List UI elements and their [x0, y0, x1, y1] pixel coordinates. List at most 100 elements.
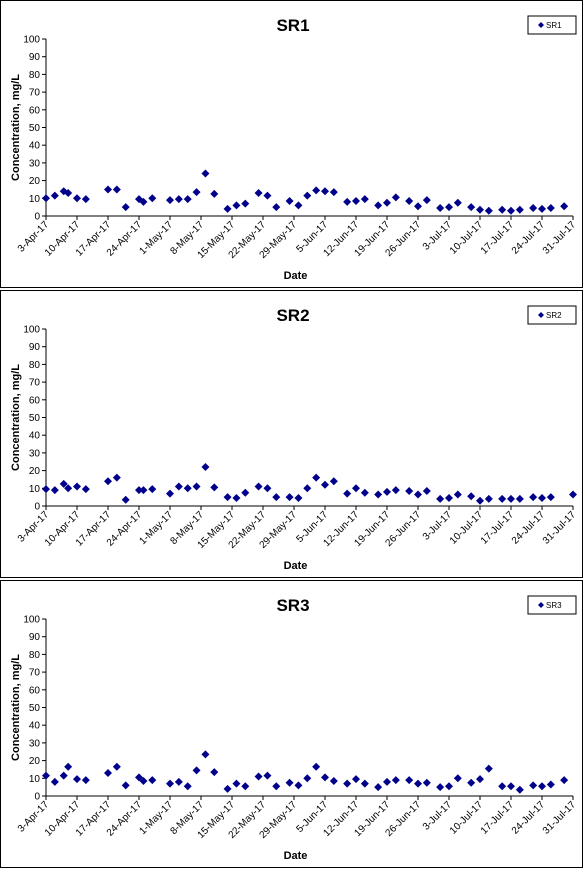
data-point: [232, 494, 241, 503]
data-point: [223, 204, 232, 213]
legend: SR3: [527, 595, 577, 615]
data-point: [515, 494, 524, 503]
data-point: [538, 782, 546, 791]
data-point: [453, 490, 462, 499]
data-point: [515, 205, 524, 214]
data-point: [467, 203, 476, 212]
data-point: [135, 486, 143, 495]
data-point: [529, 781, 538, 790]
data-point: [360, 779, 369, 788]
data-point: [484, 206, 493, 215]
data-point: [294, 781, 303, 790]
data-point: [391, 486, 400, 495]
data-point: [254, 188, 263, 197]
data-point: [312, 186, 321, 195]
data-point: [303, 191, 312, 200]
y-tick-label: 80: [29, 360, 41, 371]
data-point: [192, 188, 201, 197]
data-point: [81, 776, 90, 785]
y-tick-label: 70: [29, 88, 41, 99]
chart-panel-sr3: SR3 0 10 20 30 40 50 60 70 80 90 100 3-Apr-17 10-Apr-…: [0, 580, 583, 868]
legend-marker: [538, 22, 544, 28]
data-point: [104, 477, 112, 486]
data-point: [263, 771, 272, 780]
data-point: [285, 493, 294, 502]
data-point: [42, 771, 50, 780]
legend-label: SR3: [546, 601, 562, 610]
data-point: [405, 486, 414, 495]
y-tick-label: 20: [29, 756, 41, 767]
data-point: [73, 194, 81, 203]
y-tick-label: 100: [23, 35, 40, 46]
chart-title: SR1: [276, 16, 309, 35]
data-point: [192, 766, 201, 775]
data-point: [476, 205, 484, 214]
data-point: [285, 196, 294, 205]
data-point: [498, 205, 507, 214]
y-tick-label: 20: [29, 466, 41, 477]
data-point: [484, 494, 493, 503]
data-point: [183, 195, 192, 204]
data-point: [484, 764, 493, 773]
x-axis-title: Date: [284, 270, 308, 282]
y-tick-label: 70: [29, 668, 41, 679]
data-point: [422, 778, 431, 787]
data-point: [436, 494, 445, 503]
data-point: [321, 773, 329, 782]
data-point: [263, 484, 272, 493]
data-point: [445, 782, 453, 791]
x-tick-label: 31-Jul-17: [541, 509, 579, 547]
data-point: [414, 202, 422, 211]
y-axis-title: Concentration, mg/L: [10, 654, 22, 761]
data-point: [476, 496, 484, 505]
x-axis-title: Date: [284, 850, 308, 862]
y-tick-label: 80: [29, 70, 41, 81]
y-tick-label: 40: [29, 721, 41, 732]
data-point: [414, 490, 422, 499]
data-point: [303, 484, 312, 493]
y-tick-label: 80: [29, 650, 41, 661]
data-point: [64, 484, 73, 493]
data-point: [121, 781, 130, 790]
data-point: [272, 493, 281, 502]
data-point: [50, 486, 59, 495]
y-axis-title: Concentration, mg/L: [10, 364, 22, 471]
y-tick-label: 90: [29, 52, 41, 63]
data-point: [453, 198, 462, 207]
data-point: [139, 486, 148, 495]
data-point: [507, 782, 515, 791]
data-point: [201, 169, 210, 178]
data-point: [546, 493, 555, 502]
data-point: [383, 198, 391, 207]
data-point: [201, 463, 210, 472]
legend: SR2: [527, 305, 577, 325]
data-point: [343, 197, 352, 206]
data-point: [174, 195, 183, 204]
data-point: [148, 485, 157, 494]
data-point: [294, 494, 303, 503]
data-point: [538, 494, 546, 503]
data-point: [405, 196, 414, 205]
y-tick-label: 40: [29, 431, 41, 442]
data-point: [112, 762, 121, 771]
data-point: [352, 196, 360, 205]
data-point: [560, 202, 569, 211]
y-tick-label: 50: [29, 413, 41, 424]
data-point: [42, 485, 50, 494]
y-tick-label: 60: [29, 395, 41, 406]
data-point: [210, 768, 219, 777]
data-point: [352, 484, 360, 493]
data-point: [112, 473, 121, 482]
data-point: [59, 479, 68, 488]
data-point: [294, 201, 303, 210]
y-tick-label: 30: [29, 158, 41, 169]
y-tick-label: 40: [29, 141, 41, 152]
chart-title: SR2: [276, 306, 309, 325]
y-tick-label: 50: [29, 703, 41, 714]
y-axis-title: Concentration, mg/L: [10, 74, 22, 181]
data-point: [312, 762, 321, 771]
legend-box: [527, 305, 577, 325]
data-point: [436, 204, 445, 213]
data-point: [223, 493, 232, 502]
data-point: [174, 777, 183, 786]
